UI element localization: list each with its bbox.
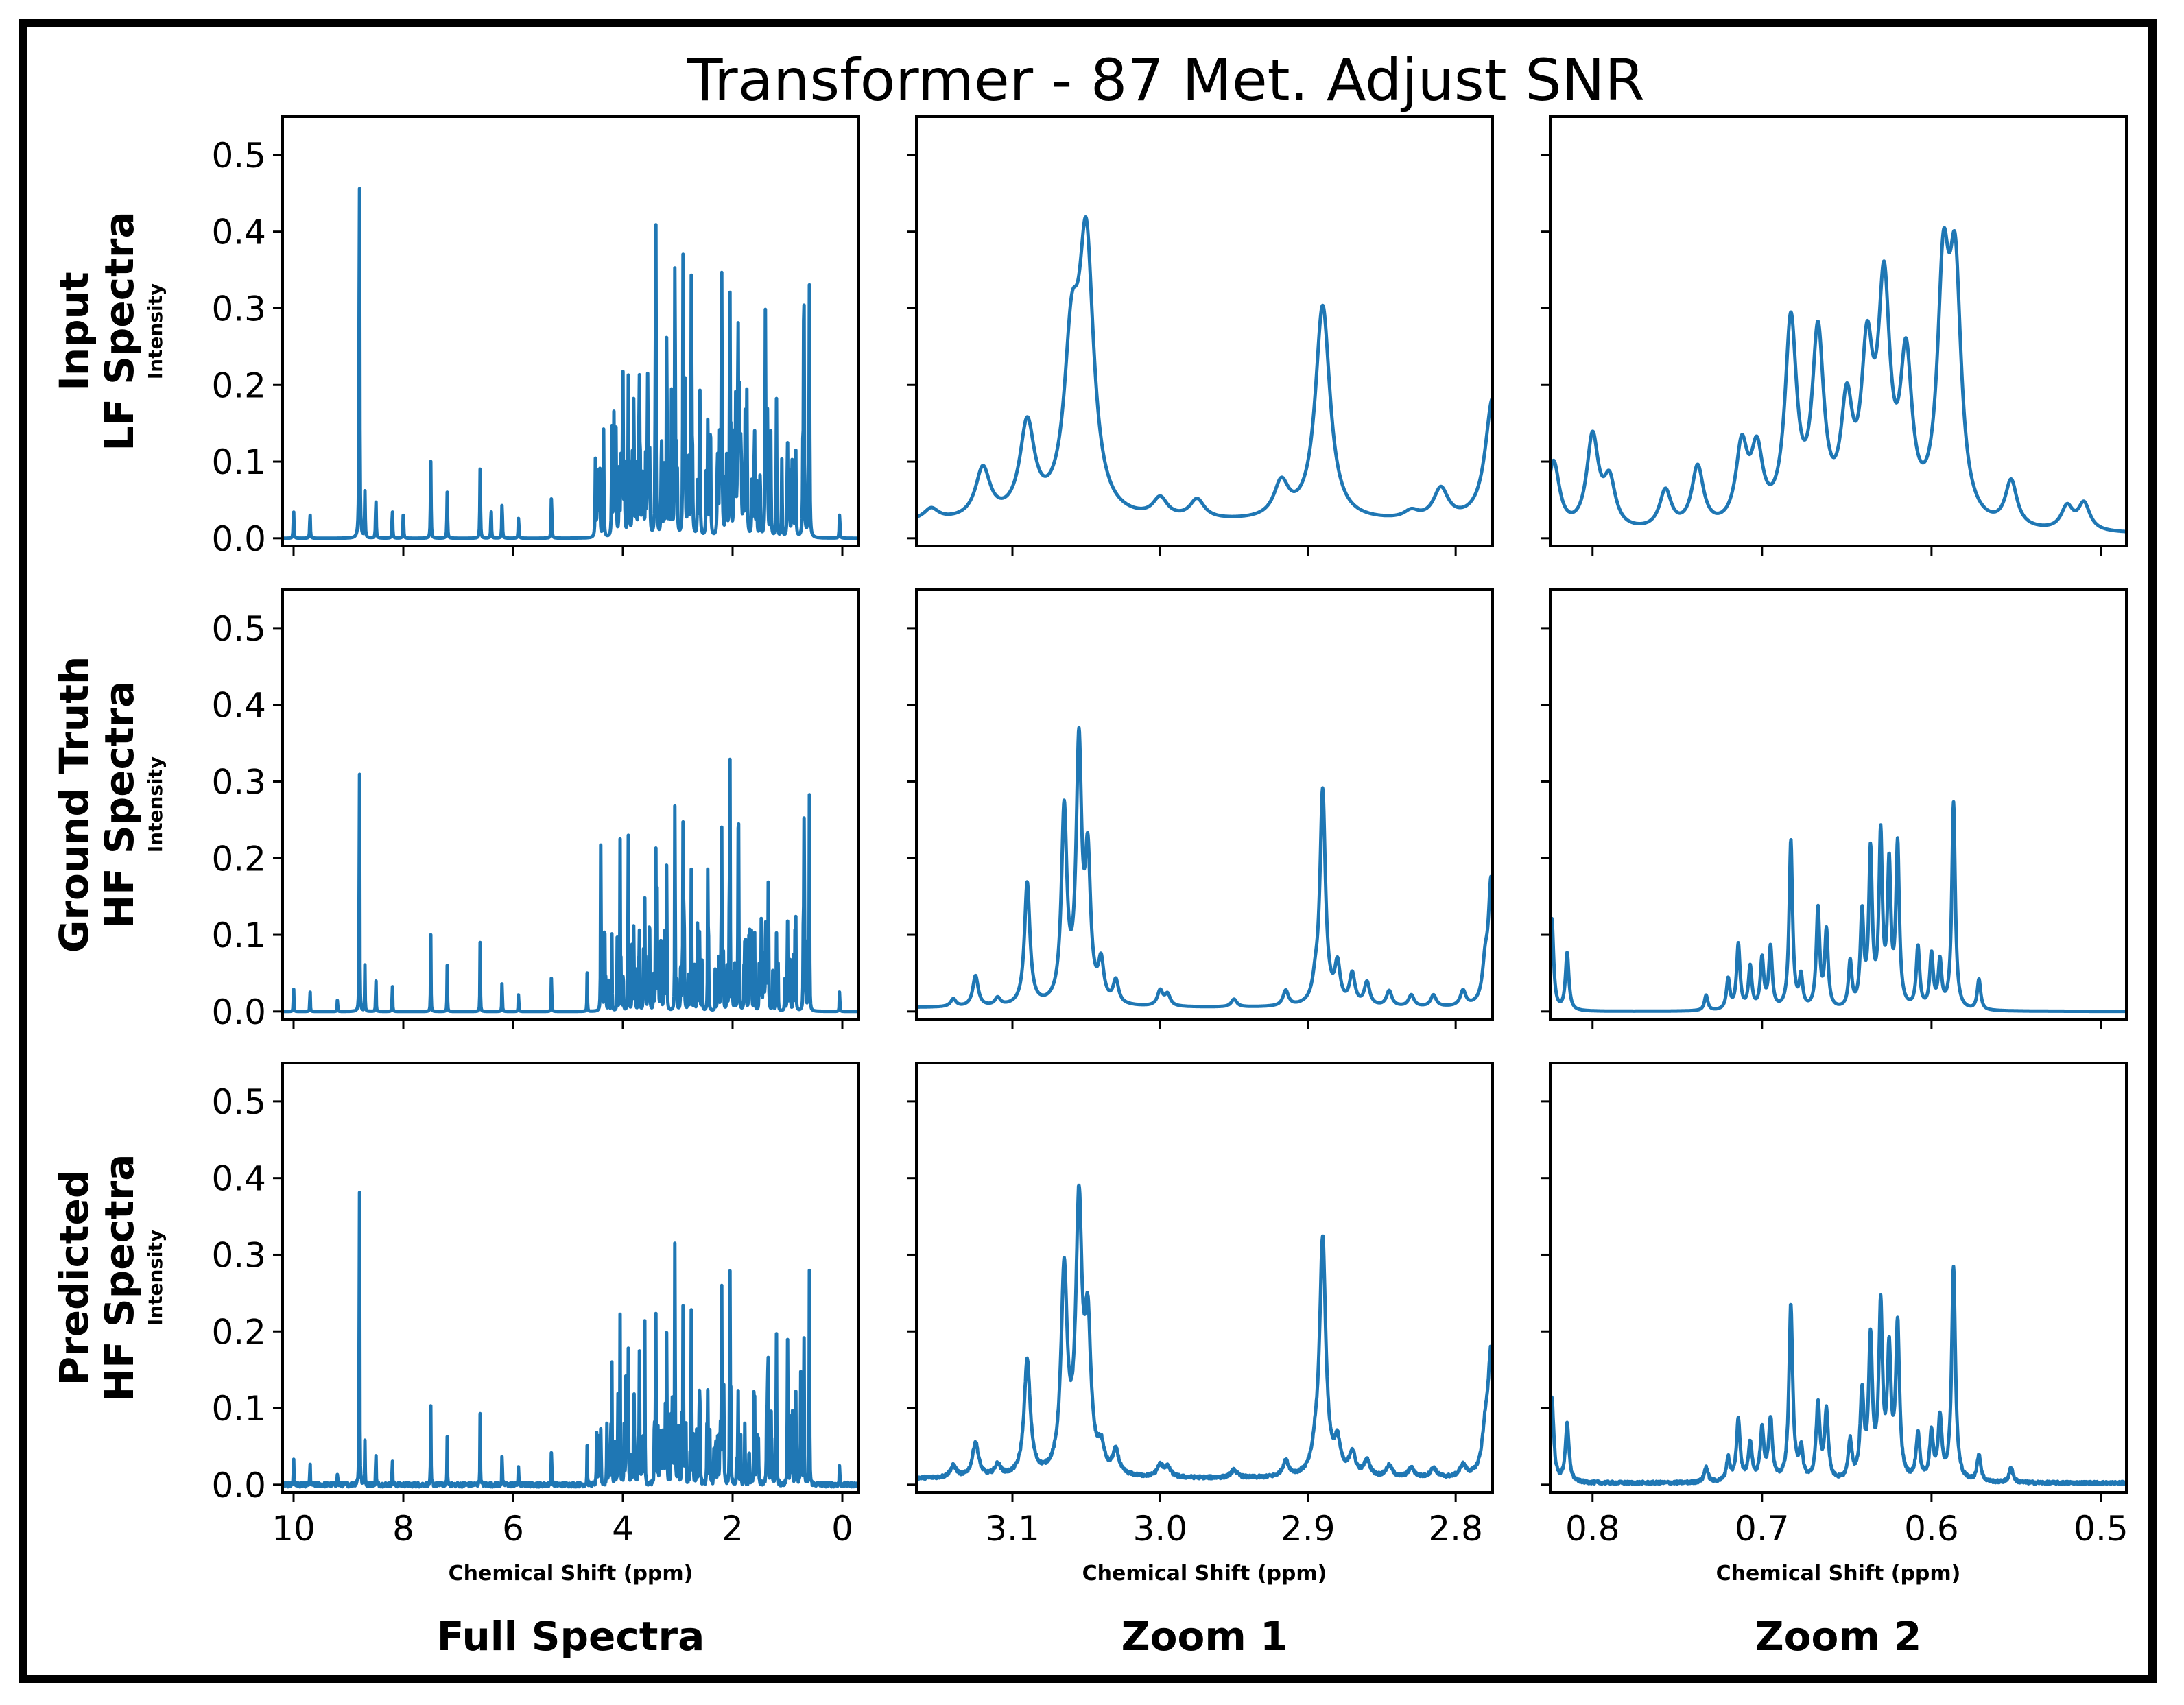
axes-frame	[915, 588, 1494, 1021]
spectrum-line	[916, 215, 1493, 519]
y-tick-label: 0.1	[211, 442, 266, 482]
y-tick-label: 0.5	[211, 609, 266, 649]
spectrum-line	[1550, 800, 2126, 1014]
y-tick-label: 0.3	[211, 762, 266, 802]
panel-r2-c0: 0.0 0.1 0.2 0.3 0.4 0.5 10 8 6 4 2 0 Chemical Shift …	[211, 1062, 860, 1586]
spectrum-line	[283, 757, 859, 1014]
x-tick-label: 0.6	[1904, 1509, 1959, 1549]
spectrum-line	[1550, 226, 2126, 534]
x-tick-label: 0.7	[1735, 1509, 1790, 1549]
y-tick-label: 0.0	[211, 519, 266, 559]
x-tick-label: 10	[272, 1509, 316, 1549]
y-tick-label: 0.3	[211, 289, 266, 329]
x-tick-label: 2	[722, 1509, 744, 1549]
axes-frame	[281, 1062, 860, 1494]
x-tick-label: 3.0	[1133, 1509, 1188, 1549]
x-tick-label: 0.8	[1565, 1509, 1620, 1549]
row-label-line2: HF Spectra	[96, 1154, 143, 1402]
panel-r0-c1	[907, 115, 1494, 556]
y-axis-label: Intensity	[144, 1230, 167, 1326]
column-label: Zoom 1	[1121, 1613, 1288, 1660]
axes-frame	[915, 115, 1494, 547]
panel-r1-c2	[1541, 588, 2128, 1029]
y-axis-label: Intensity	[144, 756, 167, 853]
x-tick-label: 2.9	[1281, 1509, 1336, 1549]
row-label-line2: LF Spectra	[96, 211, 143, 451]
panel-r2-c2: 0.8 0.7 0.6 0.5 Chemical Shift (ppm)	[1541, 1062, 2128, 1586]
spectrum-line	[916, 1183, 1493, 1481]
y-tick-label: 0.1	[211, 1389, 266, 1429]
axes-frame	[1549, 588, 2128, 1021]
x-tick-label: 3.1	[985, 1509, 1040, 1549]
axes-frame	[281, 115, 860, 547]
axes-frame	[915, 1062, 1494, 1494]
row-label-line1: Ground Truth	[51, 656, 97, 953]
y-tick-label: 0.5	[211, 1082, 266, 1122]
y-tick-label: 0.0	[211, 992, 266, 1032]
panel-r1-c1	[907, 588, 1494, 1029]
row-label-line1: Predicted	[51, 1170, 97, 1386]
axes-frame	[1549, 1062, 2128, 1494]
figure-title: Transformer - 87 Met. Adjust SNR	[687, 47, 1645, 114]
x-tick-label: 8	[392, 1509, 414, 1549]
y-axis-label: Intensity	[144, 283, 167, 380]
y-tick-label: 0.2	[211, 839, 266, 879]
spectrum-line	[283, 1191, 859, 1489]
y-tick-label: 0.5	[211, 136, 266, 176]
y-tick-label: 0.2	[211, 366, 266, 405]
y-tick-label: 0.4	[211, 213, 266, 252]
column-label: Zoom 2	[1755, 1613, 1922, 1660]
axes-frame	[1549, 115, 2128, 547]
panel-r1-c0: 0.0 0.1 0.2 0.3 0.4 0.5	[211, 588, 860, 1032]
spectrum-line	[916, 726, 1493, 1009]
y-tick-label: 0.0	[211, 1466, 266, 1505]
y-tick-label: 0.3	[211, 1235, 266, 1275]
y-tick-label: 0.2	[211, 1312, 266, 1352]
spectrum-line	[1550, 1265, 2126, 1486]
x-axis-label: Chemical Shift (ppm)	[1082, 1562, 1327, 1586]
panel-r0-c2	[1541, 115, 2128, 556]
panel-r0-c0: 0.0 0.1 0.2 0.3 0.4 0.5	[211, 115, 860, 559]
panel-r2-c1: 3.1 3.0 2.9 2.8 Chemical Shift (ppm)	[907, 1062, 1494, 1586]
x-axis-label: Chemical Shift (ppm)	[1716, 1562, 1961, 1586]
y-tick-label: 0.4	[211, 1159, 266, 1199]
x-tick-label: 0.5	[2074, 1509, 2128, 1549]
x-tick-label: 0	[831, 1509, 853, 1549]
x-axis-label: Chemical Shift (ppm)	[449, 1562, 693, 1586]
y-tick-label: 0.1	[211, 916, 266, 955]
x-tick-label: 4	[612, 1509, 634, 1549]
column-label: Full Spectra	[437, 1613, 704, 1660]
row-label-line2: HF Spectra	[96, 681, 143, 929]
y-tick-label: 0.4	[211, 686, 266, 726]
x-tick-label: 6	[502, 1509, 524, 1549]
x-tick-label: 2.8	[1428, 1509, 1483, 1549]
axes-frame	[281, 588, 860, 1021]
spectrum-line	[283, 187, 859, 540]
row-label-line1: Input	[51, 272, 97, 390]
